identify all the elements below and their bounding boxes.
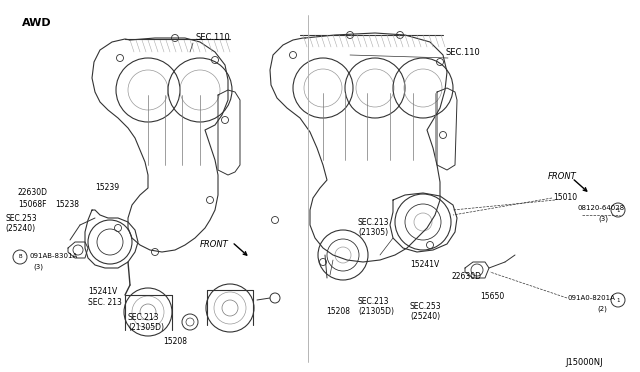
Text: 15238: 15238 [55, 200, 79, 209]
Text: FRONT: FRONT [200, 240, 228, 249]
Text: (25240): (25240) [410, 312, 440, 321]
Text: SEC.213: SEC.213 [358, 297, 390, 306]
Text: SEC.253: SEC.253 [5, 214, 36, 223]
Text: SEC.110: SEC.110 [195, 33, 230, 42]
Text: (25240): (25240) [5, 224, 35, 233]
Text: (3): (3) [33, 263, 43, 269]
Text: SEC. 213: SEC. 213 [88, 298, 122, 307]
Text: (2): (2) [597, 306, 607, 312]
Text: FRONT: FRONT [548, 172, 577, 181]
Text: 15241V: 15241V [410, 260, 439, 269]
Text: 22630D: 22630D [452, 272, 482, 281]
Text: 15208: 15208 [326, 307, 350, 316]
Text: 22630D: 22630D [18, 188, 48, 197]
Text: 15650: 15650 [480, 292, 504, 301]
Text: AWD: AWD [22, 18, 52, 28]
Text: 15241V: 15241V [88, 287, 117, 296]
Text: J15000NJ: J15000NJ [565, 358, 603, 367]
Text: (21305D): (21305D) [128, 323, 164, 332]
Text: SEC.110: SEC.110 [445, 48, 480, 57]
Text: 15239: 15239 [95, 183, 119, 192]
Text: SEC.213: SEC.213 [128, 313, 159, 322]
Text: SEC.213: SEC.213 [358, 218, 390, 227]
Text: (3): (3) [598, 216, 608, 222]
Text: 15068F: 15068F [18, 200, 47, 209]
Text: 091A0-8201A: 091A0-8201A [568, 295, 616, 301]
Text: B: B [18, 254, 22, 260]
Text: 1: 1 [616, 298, 620, 302]
Text: SEC.253: SEC.253 [410, 302, 442, 311]
Text: 091AB-8301A: 091AB-8301A [30, 253, 78, 259]
Text: 1: 1 [616, 208, 620, 212]
Text: (21305): (21305) [358, 228, 388, 237]
Text: 08120-64028: 08120-64028 [578, 205, 625, 211]
Text: 15010: 15010 [553, 193, 577, 202]
Text: 15208: 15208 [163, 337, 187, 346]
Text: (21305D): (21305D) [358, 307, 394, 316]
